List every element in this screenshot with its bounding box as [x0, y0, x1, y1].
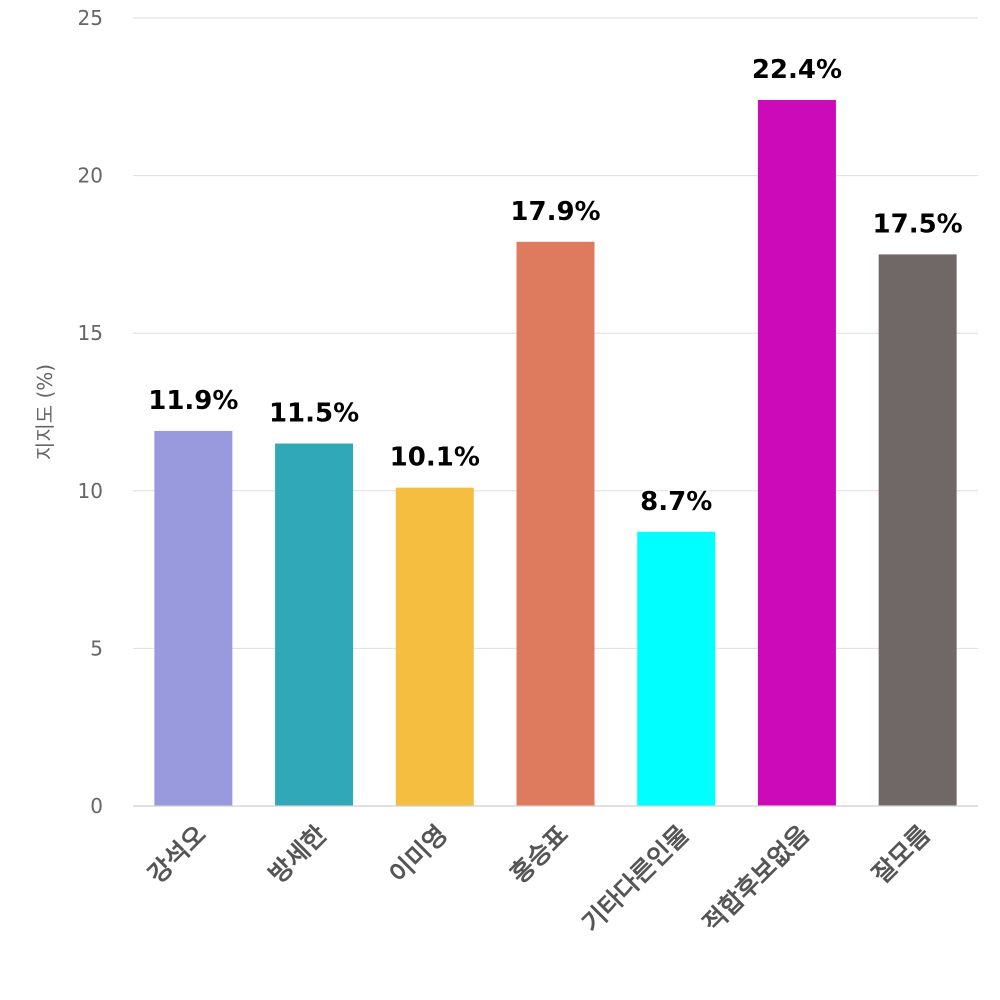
bar [395, 487, 474, 806]
bar [154, 430, 233, 806]
bar [878, 254, 957, 806]
bar [637, 531, 716, 806]
x-tick-label: 강석오 [142, 820, 211, 889]
y-tick-label: 15 [78, 321, 103, 345]
y-tick-label: 10 [78, 479, 103, 503]
bar [757, 99, 836, 806]
x-tick-label: 적합후보없음 [697, 820, 815, 938]
data-label: 8.7% [640, 487, 712, 517]
bars [154, 99, 957, 807]
y-tick-label: 20 [78, 164, 103, 188]
x-tick-label: 이미영 [384, 820, 453, 889]
y-tick-label: 25 [78, 6, 103, 30]
data-label: 17.5% [873, 209, 963, 239]
data-label: 11.5% [269, 399, 359, 429]
x-axis-ticks: 강석오 방세한 이미영 홍승표 기타다른인물 적합후보없음 잘모름 [142, 820, 936, 938]
y-axis-ticks: 0 5 10 15 20 25 [78, 6, 103, 818]
x-tick-label: 기타다른인물 [576, 820, 694, 938]
data-label: 11.9% [148, 386, 238, 416]
x-tick-label: 방세한 [263, 820, 332, 889]
data-label: 10.1% [390, 443, 480, 473]
bar [516, 241, 595, 807]
bar [275, 443, 354, 806]
y-axis-title: 지지도 (%) [33, 364, 57, 460]
data-label: 22.4% [752, 55, 842, 85]
data-label: 17.9% [510, 197, 600, 227]
data-labels: 11.9% 11.5% 10.1% 17.9% 8.7% 22.4% 17.5% [146, 53, 964, 519]
y-tick-label: 5 [90, 636, 103, 660]
x-tick-label: 홍승표 [504, 820, 573, 889]
y-tick-label: 0 [90, 794, 103, 818]
x-tick-label: 잘모름 [867, 820, 936, 889]
